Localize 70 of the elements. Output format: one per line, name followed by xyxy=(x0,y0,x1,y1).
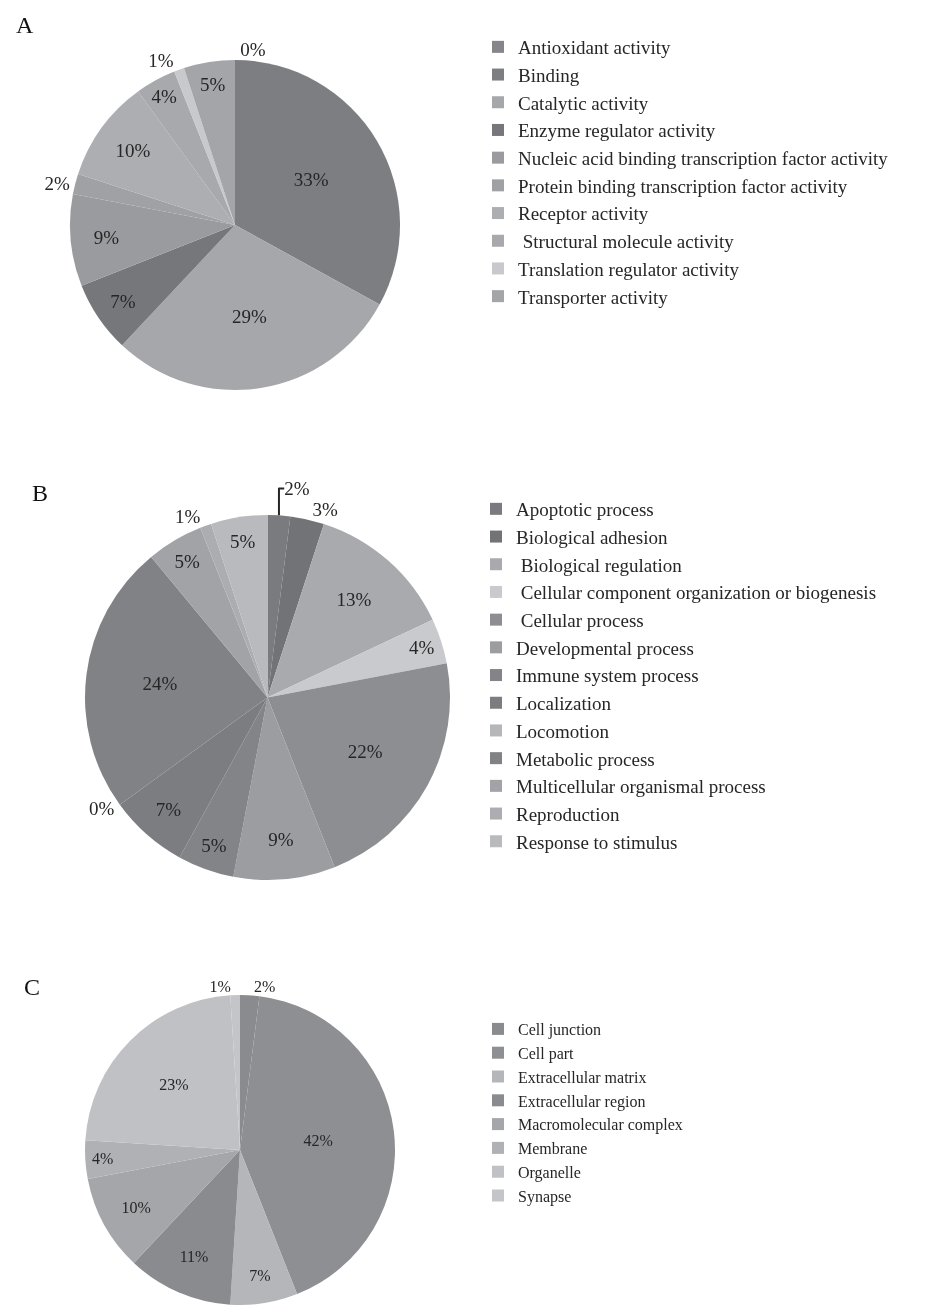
legend-label: Membrane xyxy=(518,1140,588,1158)
pie-slice xyxy=(233,697,335,880)
data-label: 13% xyxy=(336,589,372,611)
data-label: 11% xyxy=(179,1247,209,1265)
legend-label: Receptor activity xyxy=(518,203,649,225)
pie-slice xyxy=(230,1150,298,1305)
chart-title: B xyxy=(32,480,49,506)
legend-label: Antioxidant activity xyxy=(518,37,671,59)
data-label: 5% xyxy=(201,835,227,857)
legend-label: Transporter activity xyxy=(518,286,669,308)
data-label: 22% xyxy=(347,740,383,762)
data-label: 7% xyxy=(110,290,136,312)
data-label: 2% xyxy=(253,978,276,996)
pie-slice xyxy=(267,619,447,698)
legend-label: Macromolecular complex xyxy=(518,1116,683,1135)
legend-label: Extracellular matrix xyxy=(518,1068,647,1086)
legend-label: Reproduction xyxy=(516,803,620,825)
legend-label: Catalytic activity xyxy=(518,92,649,114)
legend-label: Developmental process xyxy=(516,637,694,659)
text: 0% xyxy=(89,797,115,819)
data-label: 10% xyxy=(121,1198,151,1216)
data-label: 3% xyxy=(312,498,339,520)
pie-slice xyxy=(85,995,240,1150)
data-label: 4% xyxy=(151,86,178,108)
data-label: 5% xyxy=(174,551,200,573)
legend-label: Nucleic acid binding transcription factor activity xyxy=(518,148,889,170)
legend-label: Cellular component organization or biogenesis xyxy=(516,582,877,604)
legend-label: Organelle xyxy=(518,1163,581,1182)
legend-label: Synapse xyxy=(518,1187,572,1206)
legend-label: Enzyme regulator activity xyxy=(518,120,716,142)
legend-label: Translation regulator activity xyxy=(518,258,740,280)
legend-label: Protein binding transcription factor activity xyxy=(518,175,848,197)
data-label: 42% xyxy=(303,1131,333,1149)
data-label: 1% xyxy=(148,49,174,71)
legend-label: Immune system process xyxy=(516,665,699,687)
data-label: 1% xyxy=(174,505,201,527)
pie-slice xyxy=(211,515,268,698)
legend-label: Extracellular region xyxy=(518,1092,646,1111)
legend-label: Apoptotic process xyxy=(516,499,654,521)
data-label: 29% xyxy=(231,305,267,327)
legend-label: Multicellular organismal process xyxy=(516,776,766,798)
data-label: 4% xyxy=(91,1150,114,1168)
chart-title: C xyxy=(24,974,41,1000)
data-label: 2% xyxy=(284,477,310,499)
legend-label: Localization xyxy=(516,693,612,715)
chart-title: A xyxy=(16,12,34,38)
data-label: 1% xyxy=(209,978,231,996)
data-label: 24% xyxy=(142,673,178,695)
legend-label: Cell junction xyxy=(518,1021,602,1040)
legend-label: Cellular process xyxy=(516,610,644,632)
legend-label: Biological adhesion xyxy=(516,526,668,548)
data-label: 4% xyxy=(408,636,435,658)
data-label: 9% xyxy=(93,226,120,248)
legend-label: Cell part xyxy=(518,1044,575,1063)
data-label: 5% xyxy=(230,531,256,553)
legend-label: Response to stimulus xyxy=(516,831,678,853)
data-label: 9% xyxy=(268,829,294,851)
data-label: 33% xyxy=(293,169,329,191)
data-label: 7% xyxy=(249,1267,271,1285)
text: 0% xyxy=(240,39,266,60)
legend-label: Binding xyxy=(518,64,580,86)
legend-label: Biological regulation xyxy=(516,554,683,576)
legend-label: Metabolic process xyxy=(516,748,655,770)
legend-label: Locomotion xyxy=(516,720,610,742)
data-label: 7% xyxy=(155,799,182,821)
data-label: 5% xyxy=(199,73,226,95)
legend-label: Structural molecule activity xyxy=(518,231,735,253)
data-label: 2% xyxy=(44,172,70,194)
data-label: 23% xyxy=(159,1075,189,1093)
data-label: 10% xyxy=(115,140,151,162)
